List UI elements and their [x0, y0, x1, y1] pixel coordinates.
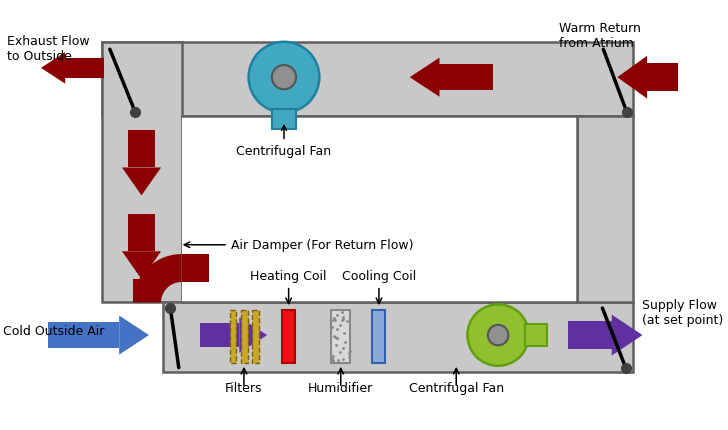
Polygon shape [240, 318, 267, 353]
Text: Air Damper (For Return Flow): Air Damper (For Return Flow) [231, 239, 414, 252]
Circle shape [488, 325, 508, 346]
Circle shape [248, 43, 320, 113]
Polygon shape [410, 58, 440, 98]
Polygon shape [200, 323, 240, 347]
Polygon shape [133, 280, 161, 303]
Polygon shape [49, 322, 119, 348]
Polygon shape [617, 57, 647, 99]
Polygon shape [103, 43, 633, 117]
Polygon shape [66, 58, 104, 79]
Polygon shape [133, 255, 181, 303]
Polygon shape [122, 252, 161, 280]
Polygon shape [647, 64, 678, 92]
Text: Supply Flow
(at set point): Supply Flow (at set point) [642, 298, 724, 326]
Polygon shape [230, 310, 237, 363]
Polygon shape [440, 65, 494, 91]
Text: Cold Outside Air: Cold Outside Air [3, 324, 104, 337]
Polygon shape [272, 110, 296, 130]
Text: Humidifier: Humidifier [308, 381, 373, 394]
Polygon shape [119, 316, 149, 355]
Polygon shape [253, 310, 259, 363]
Polygon shape [181, 117, 577, 303]
Text: Cooling Coil: Cooling Coil [342, 269, 416, 283]
Circle shape [467, 304, 529, 366]
Polygon shape [181, 255, 210, 283]
Polygon shape [128, 215, 154, 252]
Text: Warm Return
from Atrium: Warm Return from Atrium [558, 22, 641, 50]
Polygon shape [577, 117, 633, 303]
Text: Filters: Filters [225, 381, 263, 394]
Text: Centrifugal Fan: Centrifugal Fan [237, 126, 331, 158]
Polygon shape [282, 310, 295, 363]
Circle shape [272, 66, 296, 90]
Polygon shape [525, 324, 547, 347]
Polygon shape [331, 310, 350, 363]
Polygon shape [373, 310, 385, 363]
Polygon shape [612, 315, 642, 356]
Text: Exhaust Flow
to Outside: Exhaust Flow to Outside [7, 35, 90, 63]
Polygon shape [568, 321, 612, 349]
Polygon shape [103, 43, 181, 303]
Polygon shape [241, 310, 248, 363]
Polygon shape [41, 53, 66, 84]
Polygon shape [128, 131, 154, 168]
Polygon shape [163, 303, 633, 372]
Text: Centrifugal Fan: Centrifugal Fan [408, 381, 504, 394]
Text: Heating Coil: Heating Coil [250, 269, 327, 283]
Polygon shape [122, 168, 161, 196]
